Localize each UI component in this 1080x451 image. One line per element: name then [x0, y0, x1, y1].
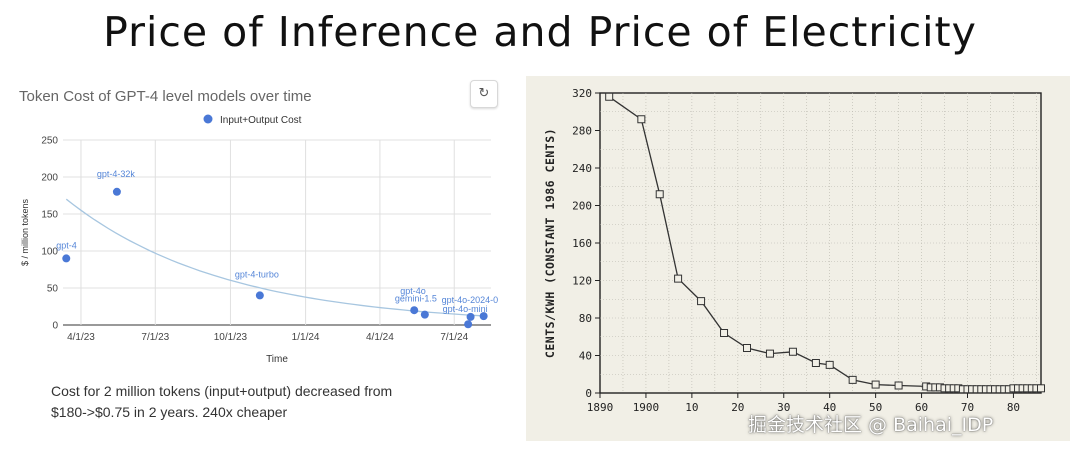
data-label: gemini-1.5: [395, 294, 437, 304]
data-label: gpt-4-turbo: [235, 269, 279, 279]
data-label: gpt-4o: [400, 286, 426, 296]
data-point: [674, 274, 683, 283]
data-point: [894, 381, 903, 390]
x-tick-label: 10: [685, 401, 698, 414]
legend-marker: [203, 114, 213, 124]
y-axis-title: CENTS/KWH (CONSTANT 1986 CENTS): [543, 128, 557, 358]
y-tick-label: 50: [47, 284, 59, 295]
y-tick-label: 160: [572, 237, 592, 250]
x-tick-label: 4/1/23: [67, 332, 95, 343]
y-tick-label: 40: [579, 350, 592, 363]
token-cost-chart-panel: Input+Output Cost 0 50 100 150 200 250 4/1/23 7/…: [8, 76, 508, 446]
x-tick-label: 30: [777, 401, 790, 414]
data-label: gpt-4o-2024-0: [442, 295, 499, 305]
y-tick-label: 120: [572, 275, 592, 288]
caption-line-2: $180->$0.75 in 2 years. 240x cheaper: [51, 404, 288, 420]
data-label: gpt-4o-mini: [443, 304, 488, 314]
data-point: [62, 254, 71, 263]
page-title: Price of Inference and Price of Electric…: [103, 8, 977, 56]
data-point: [466, 312, 475, 321]
y-axis-title: $ / million tokens: [20, 198, 30, 266]
data-point: [743, 344, 751, 352]
caption-line-1: Cost for 2 million tokens (input+output)…: [51, 383, 393, 399]
y-tick-label: 150: [41, 210, 58, 221]
data-point: [811, 359, 820, 367]
data-point: [112, 187, 121, 196]
x-tick-label: 1890: [587, 401, 614, 414]
y-tick-label: 280: [572, 125, 592, 138]
x-tick-label: 80: [1007, 401, 1020, 414]
x-tick-label: 10/1/23: [214, 332, 248, 343]
legend-label: Input+Output Cost: [220, 115, 302, 126]
y-tick-label: 200: [41, 173, 58, 184]
y-tick-label: 250: [41, 136, 58, 147]
data-point: [720, 329, 729, 337]
data-point: [825, 360, 834, 369]
data-point: [255, 291, 264, 300]
x-tick-label: 4/1/24: [366, 332, 394, 343]
x-tick-label: 7/1/23: [141, 332, 169, 343]
data-point: [655, 190, 664, 199]
data-point: [848, 375, 857, 384]
data-point: [605, 92, 614, 101]
y-tick-label: 240: [572, 162, 592, 175]
data-point: [420, 310, 429, 319]
data-point: [410, 306, 419, 315]
data-point: [1037, 384, 1045, 393]
y-tick-label: 100: [41, 247, 58, 258]
data-point: [637, 115, 646, 124]
x-tick-label: 1/1/24: [292, 332, 320, 343]
y-tick-label: 200: [572, 200, 592, 213]
chart-caption: Cost for 2 million tokens (input+output)…: [51, 381, 491, 423]
data-point: [871, 380, 880, 389]
electricity-price-chart-panel: 0 40 80 120 160 200 240 280 320 1890 1900 10 20 30 40 5…: [526, 76, 1070, 441]
x-tick-label: 70: [961, 401, 974, 414]
x-tick-label: 7/1/24: [440, 332, 468, 343]
x-tick-label: 1900: [633, 401, 660, 414]
chart-title: Token Cost of GPT-4 level models over ti…: [19, 88, 312, 105]
electricity-price-chart: 0 40 80 120 160 200 240 280 320 1890 1900 10 20 30 40 5…: [543, 87, 1045, 414]
refresh-icon: ↻: [478, 86, 490, 101]
y-tick-label: 320: [572, 87, 592, 100]
data-label: gpt-4-32k: [97, 169, 136, 179]
data-point: [464, 320, 473, 329]
data-point: [697, 297, 706, 306]
x-axis-title: Time: [266, 354, 288, 365]
data-point: [788, 347, 797, 356]
x-tick-label: 20: [731, 401, 744, 414]
data-label: gpt-4: [56, 240, 77, 250]
y-tick-label: 0: [585, 387, 592, 400]
x-tick-label: 40: [823, 401, 836, 414]
watermark: 掘金技术社区 @ Baihai_IDP: [748, 414, 994, 436]
x-tick-label: 60: [915, 401, 928, 414]
data-point: [479, 312, 488, 321]
data-point: [765, 349, 774, 358]
y-tick-label: 0: [52, 321, 58, 332]
y-tick-label: 80: [579, 312, 592, 325]
x-tick-label: 50: [869, 401, 882, 414]
refresh-button[interactable]: ↻: [470, 80, 498, 108]
token-cost-chart: Input+Output Cost 0 50 100 150 200 250 4/1/23 7/…: [20, 114, 499, 365]
